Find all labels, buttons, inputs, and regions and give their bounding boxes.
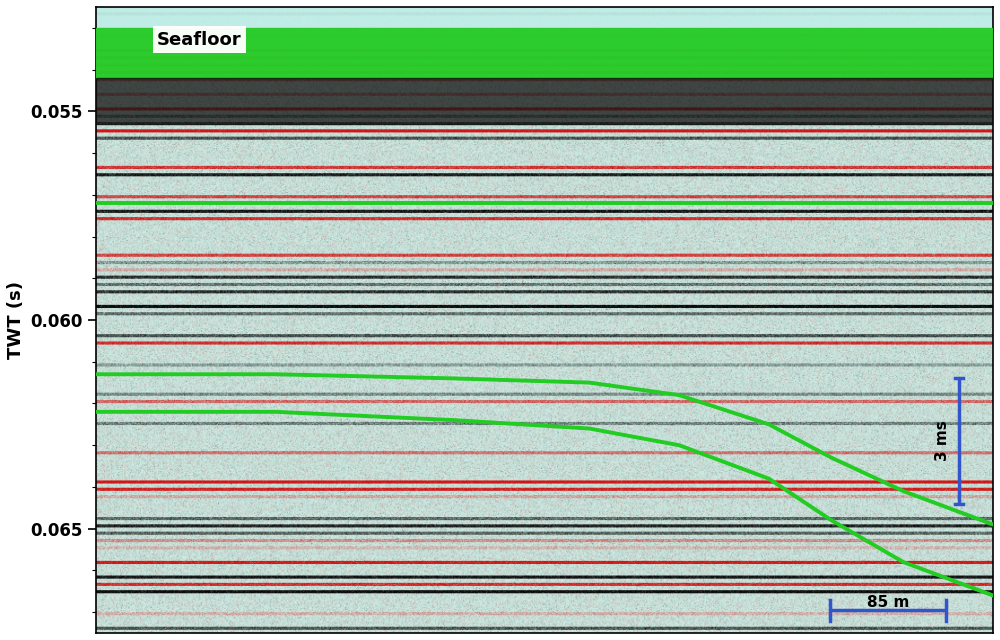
Text: 3 ms: 3 ms [935, 420, 950, 461]
Y-axis label: TWT (s): TWT (s) [7, 281, 25, 359]
Text: Seafloor: Seafloor [157, 31, 242, 49]
Bar [96, 28, 993, 78]
Text: 85 m: 85 m [867, 595, 909, 611]
Bar [96, 7, 993, 28]
Bar [96, 78, 993, 124]
